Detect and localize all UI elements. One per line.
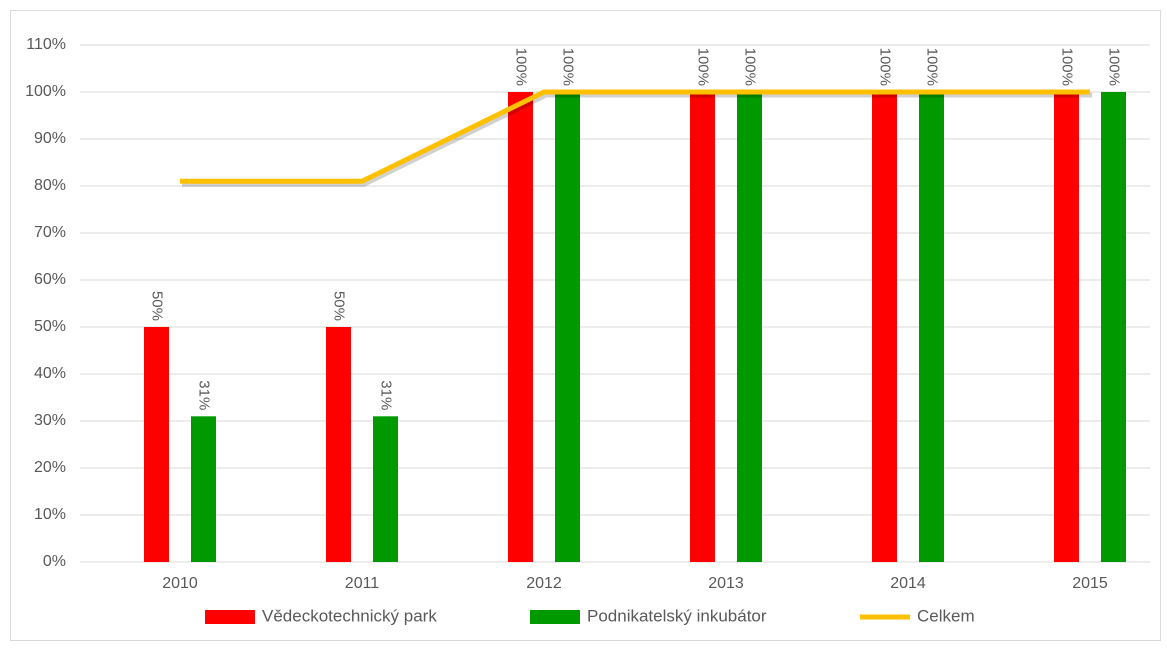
value-label: 31%: [378, 380, 395, 410]
y-tick-label: 30%: [34, 412, 66, 429]
legend-swatch: [205, 610, 255, 624]
value-label: 100%: [1059, 48, 1076, 86]
y-tick-label: 50%: [34, 318, 66, 335]
bar: [919, 92, 944, 562]
value-label: 100%: [513, 48, 530, 86]
bar: [191, 416, 216, 562]
y-tick-label: 60%: [34, 271, 66, 288]
y-tick-label: 90%: [34, 130, 66, 147]
x-tick-label: 2011: [345, 575, 380, 592]
chart-border: [10, 10, 1161, 641]
x-tick-label: 2010: [162, 575, 198, 592]
bar: [1101, 92, 1126, 562]
value-label: 100%: [695, 48, 712, 86]
bar: [144, 327, 169, 562]
y-tick-label: 110%: [26, 36, 66, 53]
bar: [508, 92, 533, 562]
y-tick-label: 80%: [34, 177, 66, 194]
bar: [555, 92, 580, 562]
x-tick-label: 2015: [1072, 575, 1108, 592]
value-label: 31%: [196, 380, 213, 410]
legend-swatch: [530, 610, 580, 624]
value-label: 50%: [331, 291, 348, 321]
bar: [373, 416, 398, 562]
legend-label: Vědeckotechnický park: [262, 606, 437, 625]
x-tick-label: 2013: [708, 575, 744, 592]
legend-label: Celkem: [917, 606, 975, 625]
value-label: 100%: [560, 48, 577, 86]
x-tick-label: 2012: [526, 575, 562, 592]
bar: [326, 327, 351, 562]
legend-label: Podnikatelský inkubátor: [587, 606, 767, 625]
bar: [1054, 92, 1079, 562]
x-tick-label: 2014: [890, 575, 926, 592]
value-label: 50%: [149, 291, 166, 321]
y-tick-label: 10%: [34, 506, 66, 523]
y-tick-label: 100%: [25, 83, 66, 100]
y-tick-label: 0%: [43, 553, 66, 570]
bar: [690, 92, 715, 562]
value-label: 100%: [742, 48, 759, 86]
value-label: 100%: [877, 48, 894, 86]
value-label: 100%: [924, 48, 941, 86]
y-tick-label: 40%: [34, 365, 66, 382]
bar: [737, 92, 762, 562]
y-tick-label: 70%: [34, 224, 66, 241]
y-tick-label: 20%: [34, 459, 66, 476]
line: [180, 89, 1090, 184]
line-shadow: [182, 92, 1092, 187]
bar: [872, 92, 897, 562]
value-label: 100%: [1106, 48, 1123, 86]
